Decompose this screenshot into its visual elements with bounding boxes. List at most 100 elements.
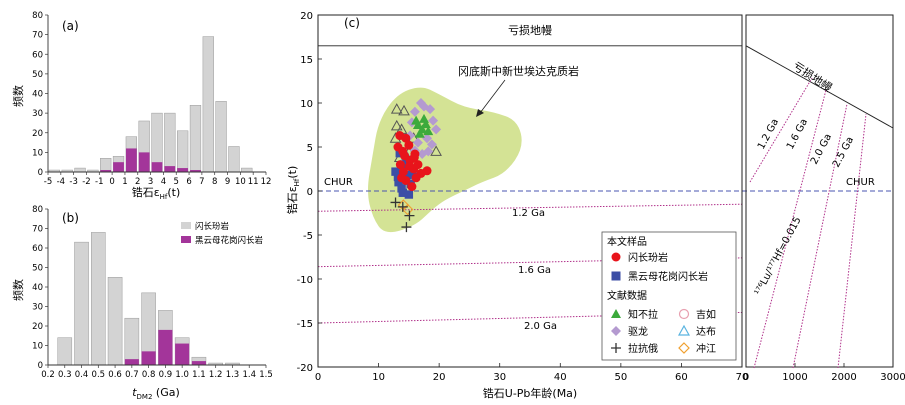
legend-title-literature: 文献数据 [607,289,647,302]
a-xtick-label-6: 1 [122,177,127,187]
panel-b-axes: 0.2 0.3 0.4 0.5 0.6 0.7 0.8 0.9 1.0 1.1 1.2 1.3 1.4 1… [32,205,273,380]
right-depleted-mantle-line [745,45,894,129]
legend-box [601,231,737,361]
right-line-2.5: 2.5 Ga [831,135,856,169]
a-bar-0-12 [202,36,214,173]
c-point-1-8 [408,169,417,178]
a-xtick-label-4: -1 [95,177,103,187]
a-xtick-label-3: -2 [82,177,90,187]
a-xtick-label-10: 5 [174,177,179,187]
right-depleted-mantle-label: 亏损地幔 [790,59,835,95]
c-point-4-4 [422,133,433,144]
a-bar-0-13 [215,101,227,173]
legend-item-qulong: 驱龙 [628,325,648,338]
c-point-2-4 [419,113,429,123]
a-xtick-label-15: 10 [235,177,246,187]
c-point-6-2 [404,210,415,221]
c-point-1-11 [404,190,414,199]
depleted-mantle-label: 亏损地幔 [508,23,552,37]
b-bar-1-3 [175,343,190,365]
a-bar-0-4 [100,158,112,173]
right-line-1.2: 1.2 Ga [756,117,781,151]
c-point-7-1 [401,203,414,216]
adakite-field-label: 冈底斯中新世埃达克质岩 [458,64,579,78]
c-ytick-label-0: -20 [297,363,313,374]
panel-c: 0 10 20 30 40 50 60 70 -20 -15 -10 -5 0 5 10 15 20 0 1000… [286,11,905,400]
panel-c-reference-lines [317,45,893,324]
a-xtick-label-7: 2 [135,177,140,187]
lu-hf-ratio-label: ¹⁷⁶Lu/¹⁷⁷Hf=0.015 [753,215,804,297]
b-xtick-label-0: 0.2 [41,370,55,380]
c-xtick-label-1: 10 [372,372,385,383]
field-pointer-line [479,79,506,114]
r-xtick-label-2: 2000 [831,372,856,383]
panel-b-xlabel-sub: DM2 [137,393,153,401]
c-ytick-label-7: 15 [300,55,313,66]
panel-a-bars [48,36,253,173]
b-ytick-label-0: 0 [38,361,43,371]
r-xtick-label-3: 3000 [880,372,905,383]
c-point-0-16 [422,166,432,176]
c-xtick-label-5: 50 [614,372,627,383]
panel-a: -5 -4 -3 -2 -1 0 1 2 3 4 5 6 7 8 9 10 11 1201020304050607… [11,11,271,201]
panel-b-xlabel-main: t [132,386,137,399]
c-ytick-label-6: 10 [300,99,313,110]
right-panel-frame [745,14,894,368]
panel-a-label: (a) [62,19,79,33]
legend-item-dabu: 达布 [696,326,716,338]
a-bar-1-1 [113,162,124,172]
c-point-8-0 [390,103,403,114]
line-label-1.2: 1.2 Ga [512,208,545,219]
b-xtick-label-2: 0.4 [75,370,89,380]
panel-a-xlabel-tail: (t) [167,186,180,199]
panel-b-xlabel-tail: (Ga) [152,386,179,399]
b-bar-0-1 [74,241,89,366]
b-bar-1-4 [191,361,206,365]
c-point-4-5 [431,124,442,135]
b-bar-1-1 [141,351,156,365]
c-xtick-label-2: 20 [433,372,446,383]
a-xtick-label-17: 12 [261,177,272,187]
b-bar-0-4 [124,317,140,366]
legend-item-jiru: 吉如 [696,308,716,321]
c-point-4-8 [419,101,429,112]
a-ytick-label-6: 60 [32,50,43,60]
a-ytick-label-1: 10 [32,148,43,158]
a-ytick-label-3: 30 [32,109,43,119]
r-xtick-label-0: 0 [743,372,749,383]
panel-c-points [389,98,442,233]
b-ytick-label-7: 70 [32,225,43,235]
panel-a-xlabel-main: 锆石ε [132,186,160,199]
a-xtick-label-5: 0 [109,177,114,187]
b-xtick-label-1: 0.3 [58,370,72,380]
panel-b: 0.2 0.3 0.4 0.5 0.6 0.7 0.8 0.9 1.0 1.1 1.2 1.3 1.4 1… [11,205,273,401]
legend-marker-dabu [677,324,691,336]
b-xtick-label-12: 1.4 [242,370,256,380]
b-xtick-label-3: 0.5 [92,370,106,380]
c-point-0-13 [407,182,417,192]
c-xtick-label-6: 60 [675,372,688,383]
legend-title-samples: 本文样品 [607,235,647,248]
r-xtick-label-1: 1000 [782,372,807,383]
a-xtick-label-12: 7 [199,177,204,187]
panel-c-label: (c) [344,16,360,30]
panel-c-legend: 本文样品 闪长玢岩 黑云母花岗闪长岩 文献数据 知不拉 吉如 驱龙 达布 拉抗俄… [601,231,737,361]
a-xtick-label-13: 8 [212,177,217,187]
c-point-0-10 [413,160,423,170]
legend-marker-zhibula [611,309,621,318]
a-xtick-label-1: -4 [57,177,65,187]
right-evolution-line-3 [837,113,867,369]
chur-label-right: CHUR [846,177,875,188]
c-point-2-6 [411,115,422,125]
panel-c-ylabel-sub: Hf [293,178,301,186]
panel-a-ylabel: 频数 [11,85,25,107]
a-bar-0-10 [177,130,189,173]
panel-c-axes: 0 10 20 30 40 50 60 70 -20 -15 -10 -5 0 5 10 15 20 [297,11,749,383]
a-bar-0-2 [74,167,86,173]
c-xtick-label-0: 0 [315,372,321,383]
line-label-2.0: 2.0 Ga [524,321,557,332]
c-ytick-label-2: -10 [297,275,313,286]
b-xtick-label-5: 0.7 [125,370,139,380]
c-point-8-6 [430,145,442,156]
